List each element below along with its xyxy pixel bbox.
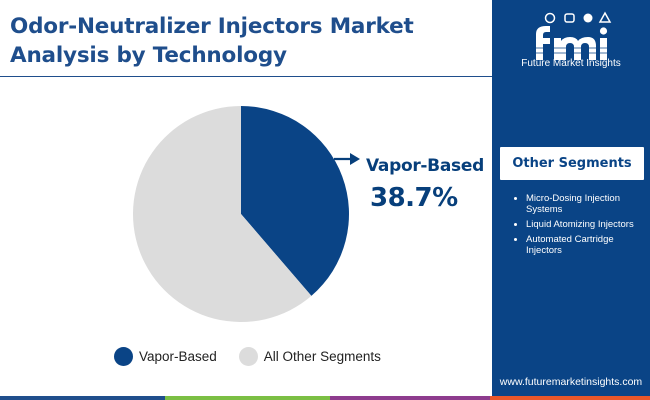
- bottom-bar-segment: [490, 396, 650, 400]
- legend-label: Vapor-Based: [139, 349, 217, 364]
- pie-slices: [132, 106, 349, 323]
- fmi-logo: [532, 11, 612, 60]
- bottom-bar-segment: [165, 396, 330, 400]
- pie-slice-all-other-segments: [132, 106, 312, 323]
- legend-swatch-all-other-segments: [238, 347, 258, 366]
- bottom-bar-segment: [0, 396, 165, 400]
- callout-arrow-icon: [334, 153, 360, 165]
- callout-value: 38.7%: [370, 183, 458, 213]
- list-item: Automated Cartridge Injectors: [512, 234, 646, 256]
- other-segments-list: Micro-Dosing Injection Systems Liquid At…: [512, 193, 646, 260]
- bottom-color-bar: [0, 396, 650, 400]
- legend-swatch-vapor-based: [114, 347, 133, 366]
- other-segments-header: Other Segments: [500, 147, 644, 180]
- bottom-bar-segment: [330, 396, 490, 400]
- brand-name: Future Market Insights: [521, 58, 621, 69]
- list-item: Micro-Dosing Injection Systems: [512, 193, 646, 215]
- pie-chart: [132, 106, 349, 323]
- pie-slice-vapor-based: [241, 106, 349, 296]
- page-title: Odor-Neutralizer Injectors Market Analys…: [10, 14, 414, 68]
- chart-legend: Vapor-Based All Other Segments: [114, 347, 403, 366]
- website-link[interactable]: www.futuremarketinsights.com: [499, 376, 643, 388]
- list-item: Liquid Atomizing Injectors: [512, 219, 646, 230]
- legend-label: All Other Segments: [263, 349, 381, 364]
- callout-label: Vapor-Based: [366, 156, 484, 176]
- legend-item-vapor-based: Vapor-Based: [114, 347, 217, 366]
- sidebar-panel: Future Market Insights Other Segments Mi…: [492, 0, 650, 400]
- title-divider: [0, 76, 492, 77]
- legend-item-all-other-segments: All Other Segments: [238, 347, 381, 366]
- other-segments-title: Other Segments: [512, 156, 632, 171]
